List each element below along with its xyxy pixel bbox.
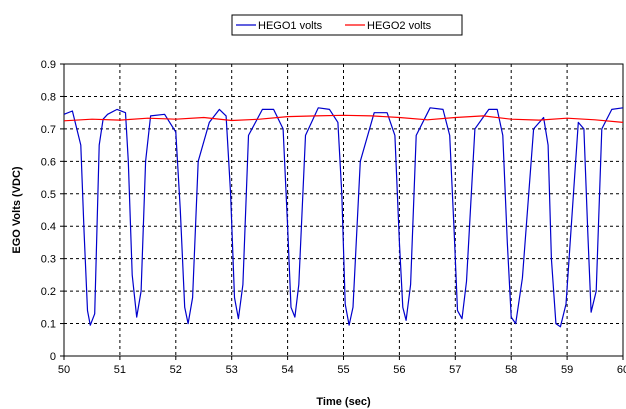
x-tick-label: 59 [561, 364, 573, 376]
legend: HEGO1 volts HEGO2 volts [231, 14, 463, 36]
y-tick-label: 0.8 [41, 91, 56, 103]
x-axis-title: Time (sec) [316, 396, 371, 408]
y-tick-label: 0.1 [41, 319, 56, 331]
y-axis-title: EGO Volts (VDC) [11, 166, 23, 254]
x-tick-label: 56 [393, 364, 405, 376]
y-tick-label: 0.3 [41, 254, 56, 266]
series-line-hego1 [63, 107, 624, 328]
y-tick-label: 0.6 [41, 156, 56, 168]
x-tick-label: 50 [58, 364, 70, 376]
y-tick-label: 0.5 [41, 189, 56, 201]
x-tick-label: 55 [337, 364, 349, 376]
x-tick-label: 51 [114, 364, 126, 376]
x-tick-label: 54 [281, 364, 293, 376]
y-tick-label: 0.4 [41, 221, 56, 233]
y-tick-label: 0 [50, 351, 56, 363]
series-lines [63, 107, 624, 328]
axis-ticks: 50 51 52 53 54 55 56 57 58 59 60 0 0.1 0.2 0.3 0.4 0.5 0.… [41, 59, 626, 376]
x-tick-label: 57 [449, 364, 461, 376]
y-tick-label: 0.7 [41, 124, 56, 136]
legend-label-hego1: HEGO1 volts [258, 20, 323, 32]
x-tick-label: 60 [617, 364, 626, 376]
grid-lines [64, 64, 623, 356]
y-tick-label: 0.9 [41, 59, 56, 71]
x-tick-label: 58 [505, 364, 517, 376]
series-line-hego2 [63, 114, 624, 123]
x-tick-label: 53 [226, 364, 238, 376]
x-tick-label: 52 [170, 364, 182, 376]
y-tick-label: 0.2 [41, 286, 56, 298]
legend-label-hego2: HEGO2 volts [367, 20, 432, 32]
